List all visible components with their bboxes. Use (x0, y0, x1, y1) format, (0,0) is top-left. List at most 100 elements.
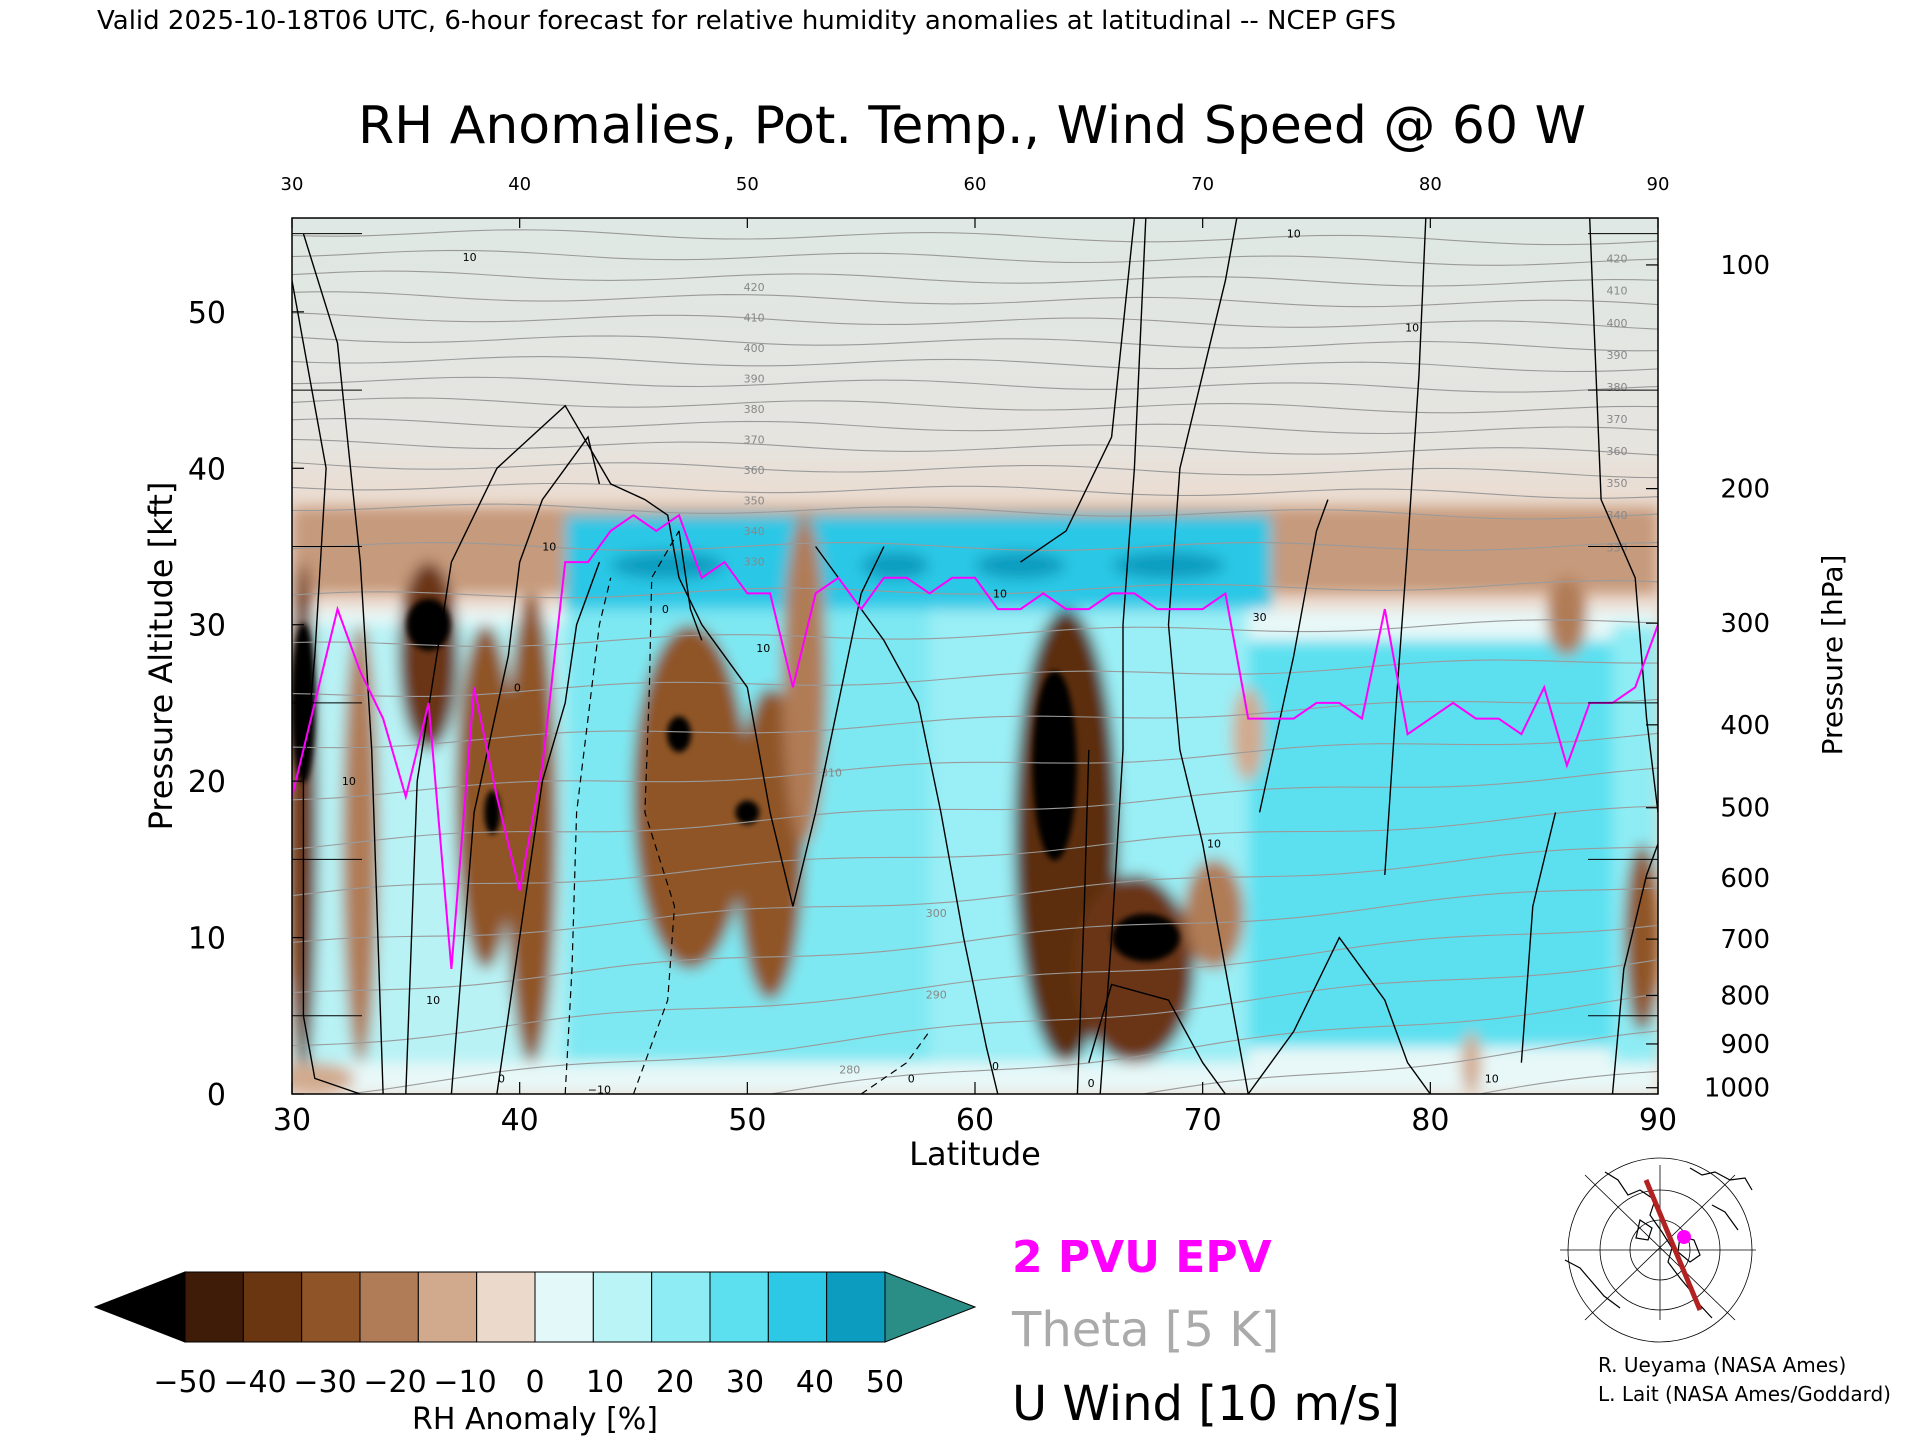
wind-contour (1076, 749, 1090, 1094)
plot-area: 420 420 410 410 400 400 390 390 380 380 370 370 360 3… (291, 217, 1659, 1095)
wind-contour-negative (632, 530, 680, 1094)
theta-contour (292, 418, 1658, 435)
theta-label: 400 (1607, 317, 1628, 330)
wind-label: 10 (342, 775, 356, 788)
wind-label: 0 (1088, 1077, 1095, 1090)
theta-label: 390 (744, 372, 765, 385)
colorbar-tick-label: −40 (223, 1365, 286, 1400)
pressure-tick-label: 100 (1720, 251, 1770, 281)
x-tick-label: 60 (956, 1103, 994, 1138)
y-tick-label: 0 (207, 1078, 226, 1113)
theta-label: 370 (1607, 413, 1628, 426)
x-tick-label: 90 (1639, 1103, 1677, 1138)
theta-contour (292, 580, 1658, 599)
wind-contour (1258, 499, 1329, 813)
colorbar-box (242, 1271, 303, 1343)
wind-contour (678, 530, 703, 641)
theta-label: 280 (839, 1064, 860, 1077)
pressure-tick-label: 300 (1720, 609, 1770, 639)
theta-contours: 420 420 410 410 400 400 390 390 380 380 370 370 360 3… (292, 229, 1658, 1094)
credit-line-2: L. Lait (NASA Ames/Goddard) (1598, 1382, 1891, 1406)
inset-map (1555, 1157, 1757, 1343)
wind-label: 30 (1253, 611, 1267, 624)
colorbar-tick-label: −50 (153, 1365, 216, 1400)
theta-contour (292, 503, 1658, 520)
rh-dry-column (398, 562, 459, 750)
wind-label: 10 (1207, 838, 1221, 851)
y-axis-label: Pressure Altitude [kft] (142, 482, 180, 831)
theta-contour (292, 698, 1658, 749)
legend-wind: U Wind [10 m/s] (1012, 1376, 1400, 1432)
rh-moist-core (975, 551, 1067, 580)
theta-label: 340 (744, 525, 765, 538)
legend: 2 PVU EPV Theta [5 K] U Wind [10 m/s] (1011, 1232, 1400, 1432)
theta-contour (292, 312, 1658, 330)
rh-dry-core (1032, 670, 1077, 861)
wind-contour-negative (564, 577, 612, 1094)
wind-label: 0 (514, 681, 521, 694)
wind-contour (405, 404, 885, 1094)
colorbar-box (184, 1271, 244, 1343)
theta-label: 350 (744, 494, 765, 507)
theta-contour (292, 229, 1658, 246)
rh-dry-column (1184, 859, 1245, 969)
wind-contour (815, 546, 999, 1094)
wind-contour (1589, 218, 1658, 813)
theta-contour (292, 805, 1658, 897)
top-tick-label: 80 (1419, 174, 1442, 195)
theta-label: 340 (1607, 509, 1628, 522)
colorbar-box (592, 1271, 653, 1343)
rh-dry-core (667, 716, 692, 753)
wind-label: 0 (662, 603, 669, 616)
wind-contour (302, 233, 384, 1094)
colorbar-tick-label: 30 (726, 1365, 764, 1400)
theta-label: 370 (744, 433, 765, 446)
rh-moist-core (861, 551, 930, 580)
wind-contour (1247, 936, 1431, 1094)
theta-contour (292, 291, 1658, 308)
theta-label: 420 (1607, 253, 1628, 266)
y-tick-label: 10 (188, 922, 226, 957)
wind-label: 0 (498, 1072, 505, 1085)
wind-label: 10 (542, 541, 556, 554)
y-tick-label: 30 (188, 609, 226, 644)
theta-contour (292, 659, 1658, 697)
wind-contour (1020, 218, 1136, 563)
colorbar-tick-label: 0 (525, 1365, 544, 1400)
map-location-marker (1677, 1230, 1691, 1244)
theta-contour (342, 959, 1658, 1094)
theta-contour (292, 270, 1658, 287)
y-axis: 0 10 20 30 40 50 (188, 233, 362, 1113)
colorbar-box (301, 1271, 361, 1343)
theta-contour (292, 335, 1658, 352)
colorbar-box (651, 1271, 711, 1343)
pressure-tick-label: 900 (1720, 1030, 1770, 1060)
legend-epv: 2 PVU EPV (1012, 1232, 1272, 1283)
theta-contour (292, 438, 1658, 456)
rh-dry-core (735, 800, 760, 825)
theta-contour (292, 482, 1658, 499)
wind-label: 10 (1485, 1072, 1499, 1085)
colorbar-low-arrow (93, 1271, 186, 1343)
wind-label: 10 (756, 642, 770, 655)
credit-line-1: R. Ueyama (NASA Ames) (1598, 1353, 1846, 1377)
x-tick-label: 80 (1411, 1103, 1449, 1138)
colorbar-tick-label: 40 (796, 1365, 834, 1400)
theta-label: 330 (744, 555, 765, 568)
theta-contour (292, 376, 1658, 393)
y-tick-label: 20 (188, 765, 226, 800)
legend-theta: Theta [5 K] (1011, 1302, 1280, 1358)
colorbar-box (417, 1271, 478, 1343)
wind-label: 10 (993, 587, 1007, 600)
wind-label: 0 (992, 1060, 999, 1073)
theta-label: 400 (744, 342, 765, 355)
top-tick-label: 50 (736, 174, 759, 195)
wind-label: 0 (908, 1072, 915, 1085)
y-tick-label: 40 (188, 452, 226, 487)
top-tick-label: 60 (964, 174, 987, 195)
top-axis: 30 40 50 60 70 80 90 (281, 174, 1670, 228)
pressure-tick-label: 700 (1720, 925, 1770, 955)
top-tick-label: 90 (1647, 174, 1670, 195)
theta-label: 380 (1607, 381, 1628, 394)
theta-label: 310 (821, 766, 842, 779)
